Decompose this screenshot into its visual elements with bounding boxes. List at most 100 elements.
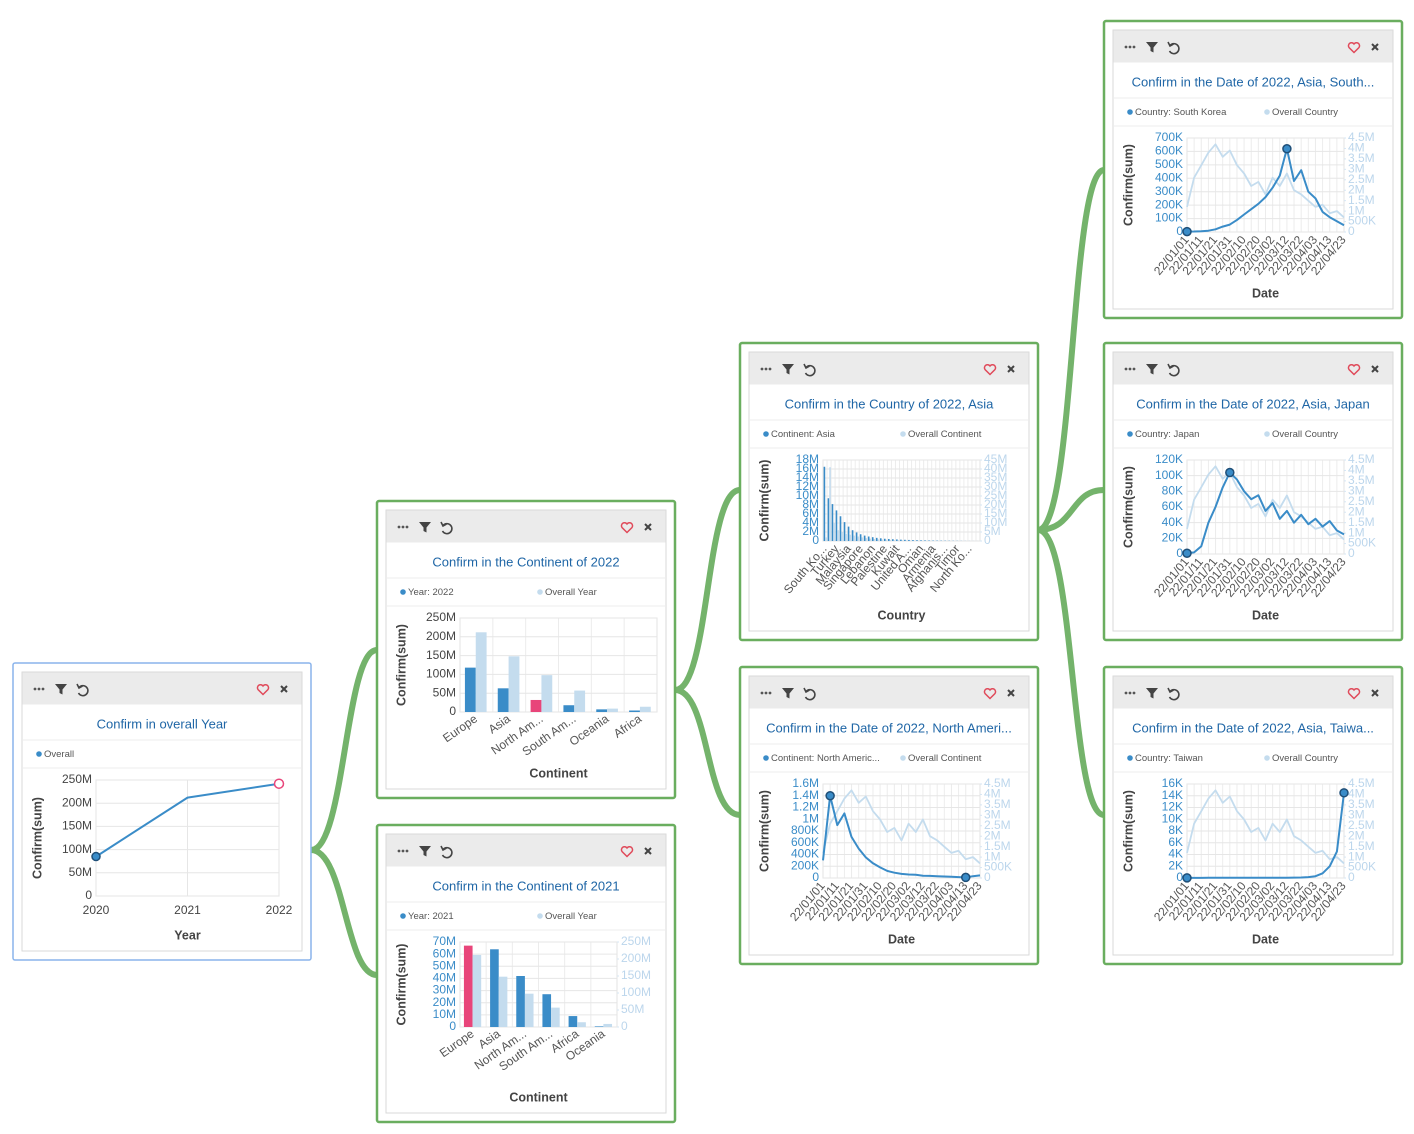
close-button[interactable] bbox=[1371, 689, 1379, 697]
filter-button[interactable] bbox=[782, 688, 794, 699]
undo-button[interactable] bbox=[440, 845, 453, 859]
favorite-button[interactable] bbox=[256, 683, 270, 696]
y-tick-label: 600K bbox=[1155, 144, 1183, 158]
legend-swatch bbox=[763, 755, 769, 761]
undo-button[interactable] bbox=[803, 687, 816, 701]
favorite-button[interactable] bbox=[983, 363, 997, 376]
favorite-button[interactable] bbox=[983, 687, 997, 700]
filter-button[interactable] bbox=[1146, 688, 1158, 699]
y2-tick-label: 500K bbox=[984, 860, 1012, 874]
more-button[interactable] bbox=[1124, 691, 1136, 695]
undo-arrow bbox=[803, 363, 810, 370]
y2-tick-label: 2.5M bbox=[1348, 818, 1375, 832]
bar bbox=[928, 540, 930, 541]
dot bbox=[1128, 691, 1132, 695]
undo-button[interactable] bbox=[1167, 363, 1180, 377]
y-tick-label: 250M bbox=[62, 772, 92, 786]
card-panel bbox=[1112, 29, 1394, 310]
y-tick-label: 400K bbox=[1155, 170, 1183, 184]
y-axis-title: Confirm(sum) bbox=[757, 790, 771, 872]
close-stroke bbox=[1007, 365, 1015, 373]
y-tick-label: 50M bbox=[69, 865, 92, 879]
favorite-button[interactable] bbox=[1347, 363, 1361, 376]
undo-button[interactable] bbox=[76, 683, 89, 697]
undo-button[interactable] bbox=[803, 363, 816, 377]
y2-tick-label: 1M bbox=[984, 849, 1001, 863]
more-button[interactable] bbox=[760, 367, 772, 371]
close-stroke bbox=[1371, 365, 1379, 373]
close-button[interactable] bbox=[644, 847, 652, 855]
bar bbox=[861, 537, 864, 541]
favorite-button[interactable] bbox=[1347, 41, 1361, 54]
undo-button[interactable] bbox=[1167, 41, 1180, 55]
undo-button[interactable] bbox=[440, 521, 453, 535]
y2-tick-label: 1M bbox=[1348, 203, 1365, 217]
point-marker bbox=[1282, 143, 1292, 154]
connector bbox=[672, 687, 743, 818]
more-button[interactable] bbox=[397, 525, 409, 529]
close-button[interactable] bbox=[1007, 689, 1015, 697]
more-button[interactable] bbox=[1124, 45, 1136, 49]
bar bbox=[594, 1026, 604, 1027]
close-button[interactable] bbox=[644, 523, 652, 531]
y2-tick-label: 4M bbox=[1348, 787, 1365, 801]
bar bbox=[490, 949, 499, 1027]
more-button[interactable] bbox=[397, 849, 409, 853]
favorite-button[interactable] bbox=[1347, 687, 1361, 700]
filter-button[interactable] bbox=[419, 522, 431, 533]
filter-button[interactable] bbox=[55, 684, 67, 695]
legend-swatch bbox=[1264, 431, 1270, 437]
y-tick-label: 14M bbox=[796, 470, 819, 484]
filter-button[interactable] bbox=[782, 364, 794, 375]
bar bbox=[881, 539, 884, 541]
close-button[interactable] bbox=[1371, 43, 1379, 51]
close-button[interactable] bbox=[280, 685, 288, 693]
bar bbox=[912, 540, 914, 541]
undo-arrow bbox=[76, 683, 83, 690]
y-tick-label: 200K bbox=[1155, 197, 1183, 211]
legend-label: Overall Country bbox=[1272, 753, 1338, 764]
close-stroke bbox=[644, 523, 652, 531]
more-button[interactable] bbox=[1124, 367, 1136, 371]
undo-button[interactable] bbox=[1167, 687, 1180, 701]
legend-label: Country: South Korea bbox=[1135, 107, 1227, 118]
y2-tick-label: 3.5M bbox=[1348, 473, 1375, 487]
close-button[interactable] bbox=[1007, 365, 1015, 373]
y2-tick-label: 250M bbox=[621, 934, 651, 948]
y-tick-label: 100M bbox=[426, 667, 456, 681]
y-tick-label: 8K bbox=[1168, 823, 1183, 837]
favorite-button[interactable] bbox=[620, 845, 634, 858]
bar bbox=[908, 539, 910, 541]
x-axis-title: Date bbox=[1252, 932, 1279, 946]
legend-swatch bbox=[1264, 109, 1270, 115]
y-tick-label: 40M bbox=[433, 971, 456, 985]
dot bbox=[1128, 367, 1132, 371]
dot bbox=[41, 687, 45, 691]
dot bbox=[1124, 367, 1128, 371]
y-tick-label: 100K bbox=[1155, 468, 1183, 482]
filter-button[interactable] bbox=[1146, 42, 1158, 53]
bar bbox=[905, 540, 908, 541]
y-tick-label: 10M bbox=[433, 1007, 456, 1021]
bar bbox=[563, 705, 575, 712]
line bbox=[95, 782, 280, 858]
y2-tick-label: 45M bbox=[984, 452, 1007, 466]
y-axis-title: Confirm(sum) bbox=[757, 460, 771, 542]
close-button[interactable] bbox=[1371, 365, 1379, 373]
bar bbox=[835, 510, 838, 541]
more-button[interactable] bbox=[760, 691, 772, 695]
y-tick-label: 800K bbox=[791, 823, 819, 837]
y2-tick-label: 3.5M bbox=[1348, 797, 1375, 811]
y-tick-label: 100M bbox=[62, 842, 92, 856]
more-button[interactable] bbox=[33, 687, 45, 691]
bar bbox=[901, 540, 904, 541]
toolbar bbox=[1113, 30, 1393, 63]
y2-tick-label: 500K bbox=[1348, 860, 1376, 874]
y-axis-title: Confirm(sum) bbox=[1121, 790, 1135, 872]
dot bbox=[1128, 45, 1132, 49]
filter-button[interactable] bbox=[419, 846, 431, 857]
toolbar bbox=[749, 676, 1029, 709]
favorite-button[interactable] bbox=[620, 521, 634, 534]
filter-button[interactable] bbox=[1146, 364, 1158, 375]
y2-tick-label: 100M bbox=[621, 985, 651, 999]
